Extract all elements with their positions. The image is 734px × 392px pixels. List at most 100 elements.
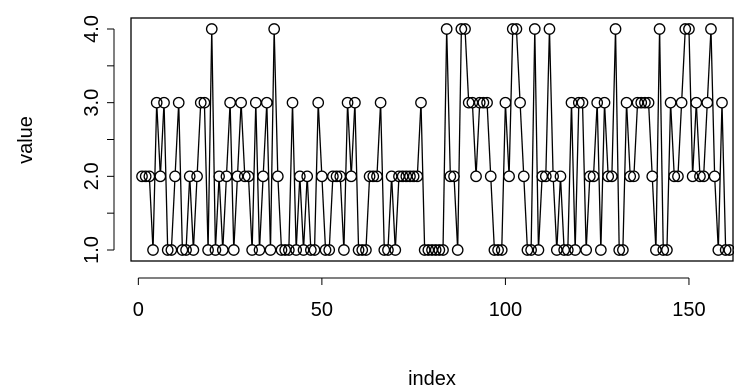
data-point [492, 244, 504, 256]
series-line-segment [159, 107, 165, 172]
data-point [371, 170, 383, 183]
data-point [191, 170, 203, 183]
y-tick-label: 2.0 [81, 162, 103, 190]
data-point [198, 96, 211, 109]
data-point [528, 23, 541, 35]
x-axis-title: index [408, 368, 456, 390]
series-line-segment [174, 107, 180, 172]
series-line-segment [552, 181, 558, 245]
data-point [481, 96, 493, 109]
series-line-segment [207, 34, 213, 245]
data-point [459, 23, 471, 35]
data-point [499, 96, 512, 109]
data-point [561, 244, 574, 256]
series-line-segment [226, 107, 231, 172]
data-point [136, 170, 148, 183]
data-point [580, 244, 593, 256]
data-point [657, 244, 670, 256]
series-line-segment [222, 181, 227, 245]
data-point [338, 244, 350, 256]
series-line-segment [269, 34, 275, 245]
data-point [451, 244, 464, 256]
series-line-segment [706, 34, 712, 98]
y-tick-label: 3.0 [81, 89, 103, 117]
data-point [672, 170, 684, 183]
data-point [205, 23, 218, 35]
data-point [246, 244, 258, 256]
data-point [716, 96, 728, 109]
series-line-segment [328, 181, 334, 245]
data-point [374, 96, 387, 109]
series-line-segment [626, 107, 631, 172]
y-tick-label: 1.0 [81, 236, 103, 264]
series-line-segment [203, 107, 209, 245]
data-point [642, 96, 655, 109]
series-line-segment [556, 181, 561, 245]
data-point [305, 244, 317, 256]
series-line-segment [519, 107, 525, 172]
series-line-segment [240, 107, 246, 172]
data-point [624, 170, 637, 183]
data-point [194, 96, 207, 109]
x-tick-label: 100 [489, 299, 522, 321]
series-line-segment [387, 181, 393, 245]
data-point [437, 244, 449, 256]
data-point [488, 244, 501, 256]
data-point [484, 170, 497, 183]
series-line-segment [633, 107, 638, 172]
series-line-segment [490, 181, 495, 245]
series-line-segment [189, 181, 194, 245]
series-line-segment [211, 34, 216, 245]
data-point [591, 96, 604, 109]
data-point [606, 170, 618, 183]
data-point [576, 96, 589, 109]
data-point [257, 170, 269, 183]
data-point [356, 244, 369, 256]
data-point [429, 244, 442, 256]
data-point [701, 96, 714, 109]
data-point [617, 244, 629, 256]
series-line-segment [376, 107, 382, 172]
series-line-segment [714, 181, 719, 245]
data-point [301, 170, 314, 183]
series-line-segment [567, 107, 573, 245]
data-point [382, 244, 394, 256]
y-tick-label: 4.0 [81, 15, 103, 43]
data-point [495, 244, 508, 256]
series-line-segment [692, 107, 697, 172]
data-point [323, 244, 336, 256]
data-point [319, 244, 332, 256]
series-line-segment [416, 107, 422, 172]
data-point [360, 244, 372, 256]
data-point [367, 170, 380, 183]
x-tick-label: 150 [672, 299, 705, 321]
series-line-segment [570, 107, 576, 245]
series-line-segment [585, 181, 591, 245]
series-line-segment [394, 181, 400, 245]
data-point [407, 170, 420, 183]
data-point [271, 170, 284, 183]
data-point [572, 96, 585, 109]
data-point [349, 96, 361, 109]
data-point [517, 170, 530, 183]
series-line-segment [233, 181, 238, 245]
series-line-segment [148, 181, 154, 245]
series-line-segment [303, 181, 308, 245]
series-layer [136, 23, 734, 256]
series-line-segment [259, 181, 264, 245]
data-point [290, 244, 303, 256]
series-line-segment [464, 34, 470, 98]
data-point [209, 244, 222, 256]
data-point [679, 23, 692, 35]
series-line-segment [611, 34, 617, 172]
data-point [444, 170, 457, 183]
series-line-segment [475, 107, 481, 172]
series-line-segment [548, 34, 554, 172]
series-line-segment [295, 181, 301, 245]
data-point [312, 96, 325, 109]
series-line-segment [196, 107, 202, 172]
x-tick-label: 50 [311, 299, 333, 321]
data-point [327, 170, 339, 183]
series-line-segment [471, 107, 477, 172]
x-axis: 0 50 100 150 [133, 277, 706, 321]
